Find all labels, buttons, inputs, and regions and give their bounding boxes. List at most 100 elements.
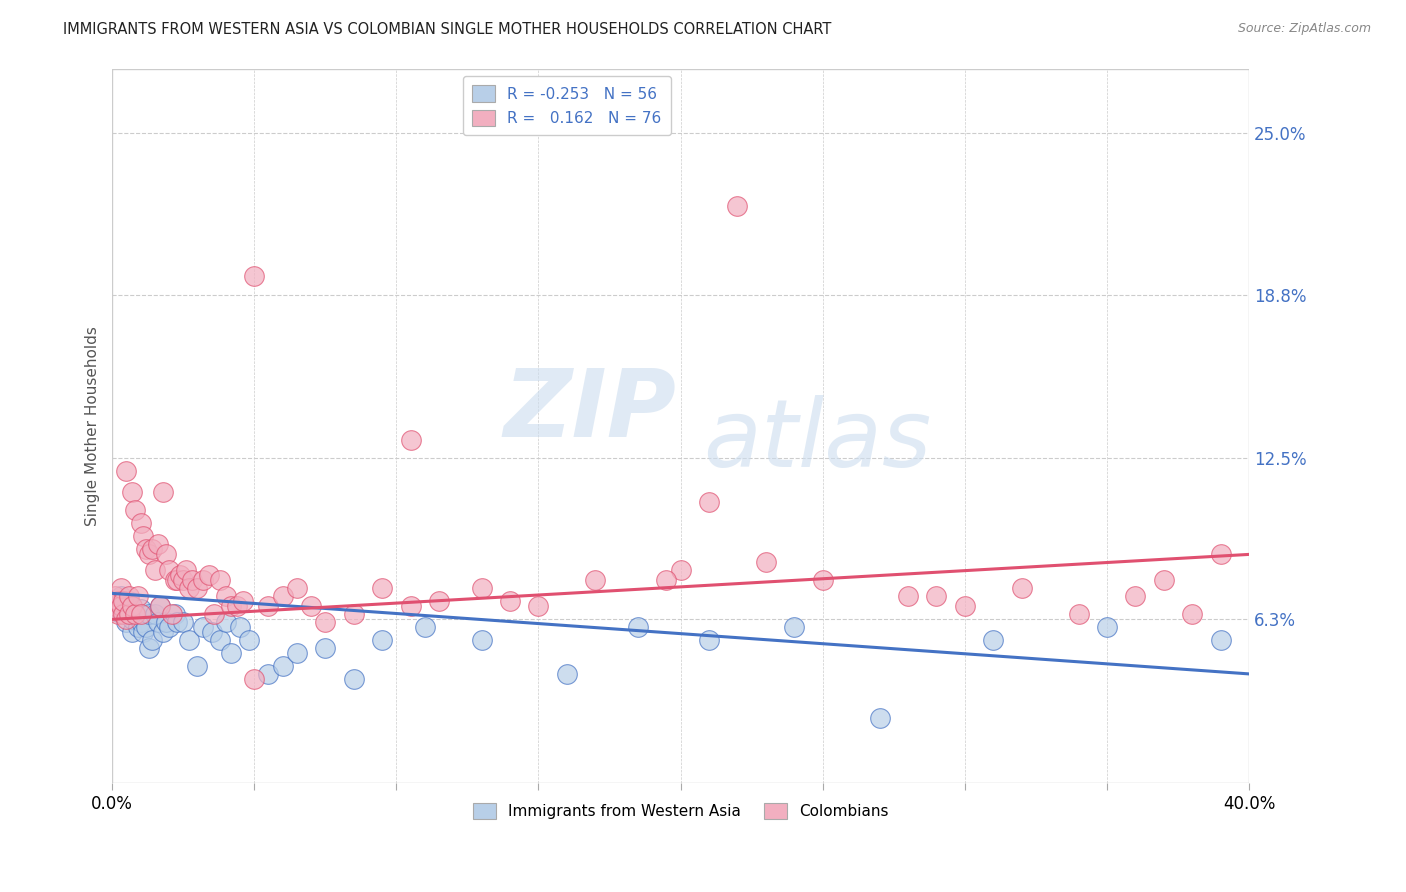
Point <box>243 269 266 284</box>
Point <box>953 599 976 614</box>
Point <box>124 607 146 622</box>
Point <box>697 633 720 648</box>
Point <box>146 537 169 551</box>
Text: atlas: atlas <box>703 394 931 485</box>
Point <box>172 574 194 588</box>
Point <box>897 589 920 603</box>
Point <box>174 563 197 577</box>
Point <box>118 594 141 608</box>
Point <box>107 594 129 608</box>
Point <box>755 555 778 569</box>
Point <box>627 620 650 634</box>
Text: Source: ZipAtlas.com: Source: ZipAtlas.com <box>1237 22 1371 36</box>
Point <box>285 646 308 660</box>
Point <box>115 612 138 626</box>
Point <box>413 620 436 634</box>
Point <box>399 599 422 614</box>
Point <box>221 646 243 660</box>
Point <box>191 620 214 634</box>
Point <box>129 602 152 616</box>
Legend: Immigrants from Western Asia, Colombians: Immigrants from Western Asia, Colombians <box>467 797 894 825</box>
Point <box>115 615 138 629</box>
Point <box>499 594 522 608</box>
Point <box>166 574 188 588</box>
Point <box>104 599 127 614</box>
Point <box>1095 620 1118 634</box>
Point <box>204 607 226 622</box>
Point <box>143 607 166 622</box>
Point <box>177 633 200 648</box>
Point <box>209 574 232 588</box>
Point <box>160 607 183 622</box>
Point <box>152 485 174 500</box>
Point <box>1067 607 1090 622</box>
Point <box>141 633 163 648</box>
Point <box>371 633 394 648</box>
Point <box>371 581 394 595</box>
Y-axis label: Single Mother Households: Single Mother Households <box>86 326 100 525</box>
Point <box>1125 589 1147 603</box>
Point <box>783 620 806 634</box>
Point <box>110 581 132 595</box>
Point <box>209 633 232 648</box>
Point <box>285 581 308 595</box>
Point <box>149 599 172 614</box>
Point <box>527 599 550 614</box>
Point <box>124 503 146 517</box>
Point <box>112 607 135 622</box>
Point <box>981 633 1004 648</box>
Point <box>697 495 720 509</box>
Point <box>215 589 238 603</box>
Point <box>129 607 152 622</box>
Point <box>107 605 129 619</box>
Point <box>471 581 494 595</box>
Point <box>121 612 143 626</box>
Point <box>115 599 138 614</box>
Point <box>1011 581 1033 595</box>
Point <box>155 548 177 562</box>
Point <box>221 599 243 614</box>
Point <box>727 199 749 213</box>
Point <box>135 542 157 557</box>
Point <box>271 659 294 673</box>
Point <box>186 659 208 673</box>
Text: IMMIGRANTS FROM WESTERN ASIA VS COLOMBIAN SINGLE MOTHER HOUSEHOLDS CORRELATION C: IMMIGRANTS FROM WESTERN ASIA VS COLOMBIA… <box>63 22 831 37</box>
Point <box>129 516 152 531</box>
Point <box>121 625 143 640</box>
Point <box>138 548 160 562</box>
Point <box>229 620 252 634</box>
Point <box>811 574 834 588</box>
Point <box>138 640 160 655</box>
Point <box>129 615 152 629</box>
Point <box>555 667 578 681</box>
Point <box>200 625 222 640</box>
Point <box>112 607 135 622</box>
Point <box>107 594 129 608</box>
Point <box>112 594 135 608</box>
Point <box>118 589 141 603</box>
Point <box>166 615 188 629</box>
Point <box>1209 633 1232 648</box>
Point <box>343 607 366 622</box>
Point <box>169 568 191 582</box>
Point <box>257 599 280 614</box>
Point <box>427 594 450 608</box>
Point <box>141 542 163 557</box>
Point <box>104 599 127 614</box>
Point <box>271 589 294 603</box>
Point <box>1181 607 1204 622</box>
Point <box>118 607 141 622</box>
Point <box>655 574 678 588</box>
Point <box>121 485 143 500</box>
Point <box>112 594 135 608</box>
Point <box>471 633 494 648</box>
Point <box>869 711 891 725</box>
Point <box>110 599 132 614</box>
Point <box>104 589 127 603</box>
Point <box>127 589 149 603</box>
Point <box>180 574 202 588</box>
Point <box>155 615 177 629</box>
Point <box>186 581 208 595</box>
Point <box>925 589 948 603</box>
Point <box>115 464 138 478</box>
